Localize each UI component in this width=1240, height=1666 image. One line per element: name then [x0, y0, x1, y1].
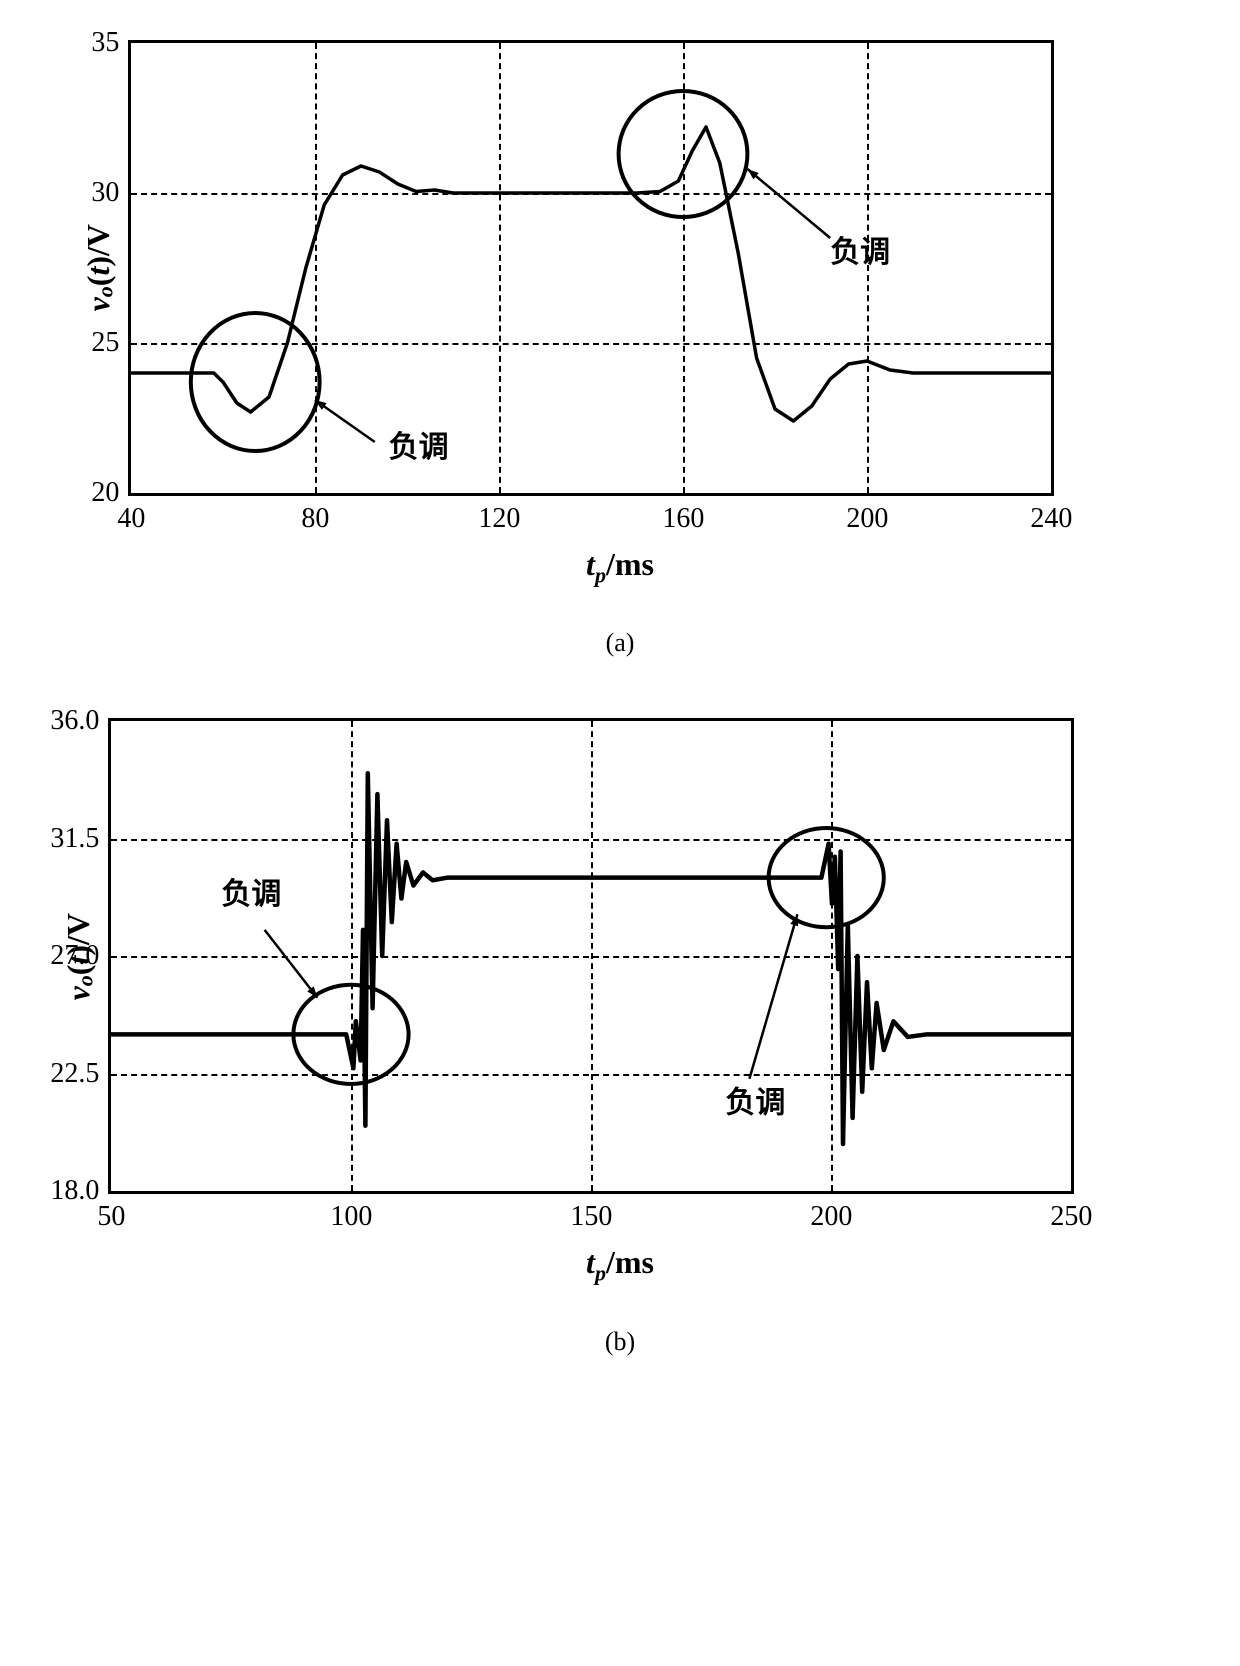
- annotation-arrow: [315, 400, 375, 442]
- xtick-label: 200: [810, 1191, 852, 1233]
- annotation-arrow: [265, 930, 318, 998]
- chart-a-ylabel: vo(t)/V: [80, 224, 118, 311]
- ytick-label: 36.0: [50, 705, 111, 737]
- grid-line-v: [867, 43, 869, 493]
- ytick-label: 35: [91, 27, 131, 59]
- arrowhead-icon: [748, 169, 759, 179]
- xtick-label: 150: [570, 1191, 612, 1233]
- grid-line-h: [131, 343, 1051, 345]
- chart-b-sublabel: (b): [60, 1327, 1180, 1357]
- grid-line-v: [683, 43, 685, 493]
- xtick-label: 250: [1050, 1191, 1092, 1233]
- chart-b-wrapper: vo(t)/V 18.022.527.031.536.0501001502002…: [60, 718, 1180, 1194]
- grid-line-v: [315, 43, 317, 493]
- annotation-text: 负调: [389, 431, 449, 464]
- grid-line-v: [499, 43, 501, 493]
- arrowhead-icon: [308, 987, 318, 998]
- annotation-text: 负调: [831, 236, 891, 269]
- chart-b: vo(t)/V 18.022.527.031.536.0501001502002…: [60, 718, 1180, 1356]
- chart-a-plot: 202530354080120160200240负调负调: [128, 40, 1054, 496]
- chart-b-plot: 18.022.527.031.536.050100150200250负调负调: [108, 718, 1074, 1194]
- xtick-label: 200: [846, 493, 888, 535]
- xtick-label: 80: [301, 493, 329, 535]
- ytick-label: 25: [91, 327, 131, 359]
- xtick-label: 240: [1030, 493, 1072, 535]
- chart-a: vo(t)/V 202530354080120160200240负调负调 tp/…: [80, 40, 1160, 658]
- ytick-label: 30: [91, 177, 131, 209]
- ytick-label: 27.0: [50, 940, 111, 972]
- xtick-label: 50: [97, 1191, 125, 1233]
- xtick-label: 120: [478, 493, 520, 535]
- xtick-label: 160: [662, 493, 704, 535]
- ytick-label: 22.5: [50, 1058, 111, 1090]
- grid-line-v: [831, 721, 833, 1191]
- annotation-text: 负调: [726, 1087, 786, 1120]
- ytick-label: 31.5: [50, 823, 111, 855]
- chart-a-xlabel: tp/ms: [80, 546, 1160, 588]
- chart-a-wrapper: vo(t)/V 202530354080120160200240负调负调: [80, 40, 1160, 496]
- arrowhead-icon: [791, 915, 799, 927]
- chart-a-sublabel: (a): [80, 628, 1160, 658]
- chart-b-xlabel: tp/ms: [60, 1244, 1180, 1286]
- annotation-text: 负调: [222, 878, 282, 911]
- annotation-circle: [191, 313, 320, 451]
- chart-svg: 负调负调: [131, 43, 1051, 493]
- annotation-circle: [769, 828, 884, 927]
- grid-line-v: [351, 721, 353, 1191]
- annotation-arrow: [750, 915, 798, 1079]
- data-line: [131, 127, 1051, 421]
- grid-line-v: [591, 721, 593, 1191]
- xtick-label: 100: [330, 1191, 372, 1233]
- grid-line-h: [131, 193, 1051, 195]
- annotation-arrow: [748, 169, 831, 238]
- xtick-label: 40: [117, 493, 145, 535]
